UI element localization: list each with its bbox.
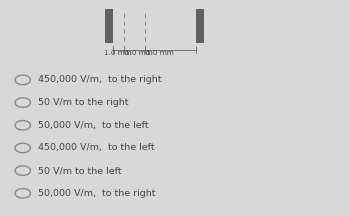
- Text: 50 V/m to the right: 50 V/m to the right: [38, 98, 129, 107]
- Text: 1.0 mm: 1.0 mm: [125, 50, 153, 56]
- Text: 1.0 mm: 1.0 mm: [104, 50, 132, 56]
- Bar: [196, 9, 204, 43]
- Text: 450,000 V/m,  to the right: 450,000 V/m, to the right: [38, 75, 162, 84]
- Text: 1.0 mm: 1.0 mm: [146, 50, 174, 56]
- Bar: [105, 9, 113, 43]
- Text: 50,000 V/m,  to the left: 50,000 V/m, to the left: [38, 121, 149, 130]
- Text: 50 V/m to the left: 50 V/m to the left: [38, 166, 122, 175]
- Text: 50,000 V/m,  to the right: 50,000 V/m, to the right: [38, 189, 156, 198]
- Text: 450,000 V/m,  to the left: 450,000 V/m, to the left: [38, 143, 155, 152]
